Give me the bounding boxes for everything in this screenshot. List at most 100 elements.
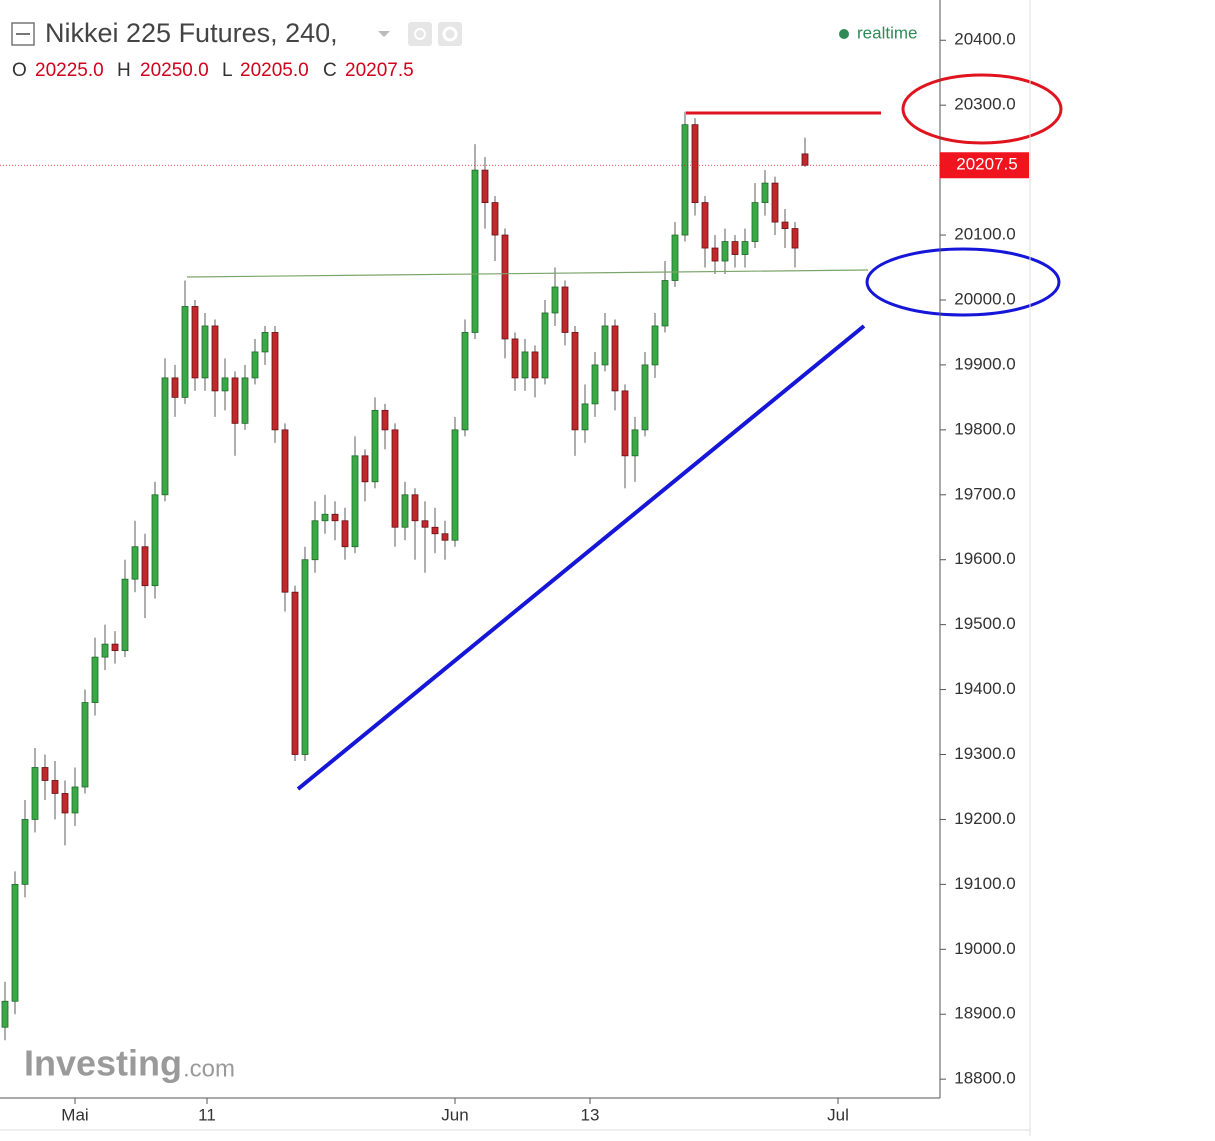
candle-body (231, 377, 239, 424)
candle-body (431, 526, 439, 535)
y-tick-label: 19300.0 (954, 744, 1015, 763)
last-price-label: 20207.5 (956, 155, 1017, 174)
candle-body (531, 351, 539, 379)
candle-body (631, 429, 639, 457)
x-tick-label: 13 (581, 1105, 600, 1124)
candle-body (421, 520, 429, 528)
y-tick-label: 19600.0 (954, 549, 1015, 568)
chart-title: Nikkei 225 Futures, 240, (45, 18, 338, 48)
candle-body (711, 247, 719, 262)
candle-body (721, 241, 729, 262)
candle-body (581, 403, 589, 431)
candle-body (91, 656, 99, 703)
candle-body (661, 280, 669, 327)
candle-body (651, 325, 659, 366)
candle-body (291, 591, 299, 755)
candle-body (141, 546, 149, 587)
candle-body (771, 182, 779, 223)
candle-body (161, 377, 169, 496)
candle-body (591, 364, 599, 405)
candle-body (171, 377, 179, 398)
candle-body (691, 124, 699, 203)
candle-body (71, 786, 79, 814)
logo: Investing (24, 1043, 182, 1084)
y-tick-label: 19700.0 (954, 484, 1015, 503)
candle-body (41, 767, 49, 781)
candle-body (401, 494, 409, 528)
candle-body (371, 409, 379, 483)
x-tick-label: 11 (198, 1105, 216, 1124)
settings-icon[interactable] (438, 22, 462, 46)
highlight-ellipse (865, 247, 1061, 317)
axes: 18800.0 18900.0 19000.0 19100.0 19200.0 19300… (61, 30, 1029, 1124)
ohlc-letter: L (222, 60, 233, 81)
y-tick-label: 20300.0 (954, 95, 1015, 114)
candle-body (341, 520, 349, 548)
y-tick-label: 18900.0 (954, 1004, 1015, 1023)
realtime-label: realtime (857, 23, 917, 42)
support-line (186, 269, 869, 278)
candle-body (731, 241, 739, 255)
x-tick-label: Jul (827, 1105, 849, 1124)
candle-body (551, 286, 559, 314)
y-tick-label: 19400.0 (954, 679, 1015, 698)
candle-body (411, 494, 419, 522)
candle-body (621, 390, 629, 457)
ohlc-value: 20250.0 (140, 60, 209, 81)
y-tick-label: 20100.0 (954, 225, 1015, 244)
candle-body (271, 332, 279, 431)
logo-suffix: .com (183, 1055, 235, 1082)
candle-body (511, 338, 519, 379)
candle-body (51, 780, 59, 794)
dropdown-icon[interactable] (378, 31, 390, 37)
visibility-icon[interactable] (408, 22, 432, 46)
candle-body (311, 520, 319, 561)
y-tick-label: 19200.0 (954, 809, 1015, 828)
ohlc-value: 20207.5 (345, 60, 414, 81)
candle-body (461, 332, 469, 431)
candle-body (801, 153, 809, 166)
x-tick-label: Mai (61, 1105, 88, 1124)
candle-body (491, 202, 499, 236)
candle-body (11, 883, 19, 1002)
candle-body (351, 455, 359, 548)
candle-body (191, 306, 199, 379)
candle-body (361, 455, 369, 483)
candle-body (1, 1000, 9, 1028)
candle-body (611, 325, 619, 392)
candle-body (561, 286, 569, 333)
settings-icon (442, 26, 458, 42)
candle-body (101, 643, 109, 658)
candle-body (451, 429, 459, 541)
candle-body (131, 546, 139, 580)
x-tick-label: Jun (441, 1105, 468, 1124)
candle-body (521, 351, 529, 379)
candle-body (61, 793, 69, 814)
candle-body (331, 513, 339, 522)
candle-body (261, 332, 269, 353)
candle-body (151, 494, 159, 587)
candle-body (741, 241, 749, 255)
ohlc-letter: O (12, 60, 27, 81)
candle-body (441, 533, 449, 541)
candle-body (671, 234, 679, 281)
candle-body (301, 559, 309, 755)
candle-body (501, 234, 509, 340)
last-price-tag (940, 152, 1029, 179)
plot-area (0, 111, 940, 1041)
y-tick-label: 20000.0 (954, 289, 1015, 308)
candle-body (571, 332, 579, 431)
candle-body (321, 513, 329, 522)
candle-body (111, 643, 119, 652)
candle-body (481, 169, 489, 203)
candle-body (31, 767, 39, 820)
candle-body (701, 202, 709, 249)
realtime-dot (839, 29, 849, 39)
candle-body (281, 429, 289, 593)
candle-body (601, 325, 609, 366)
candle-body (781, 221, 789, 229)
trend-line (296, 324, 866, 791)
